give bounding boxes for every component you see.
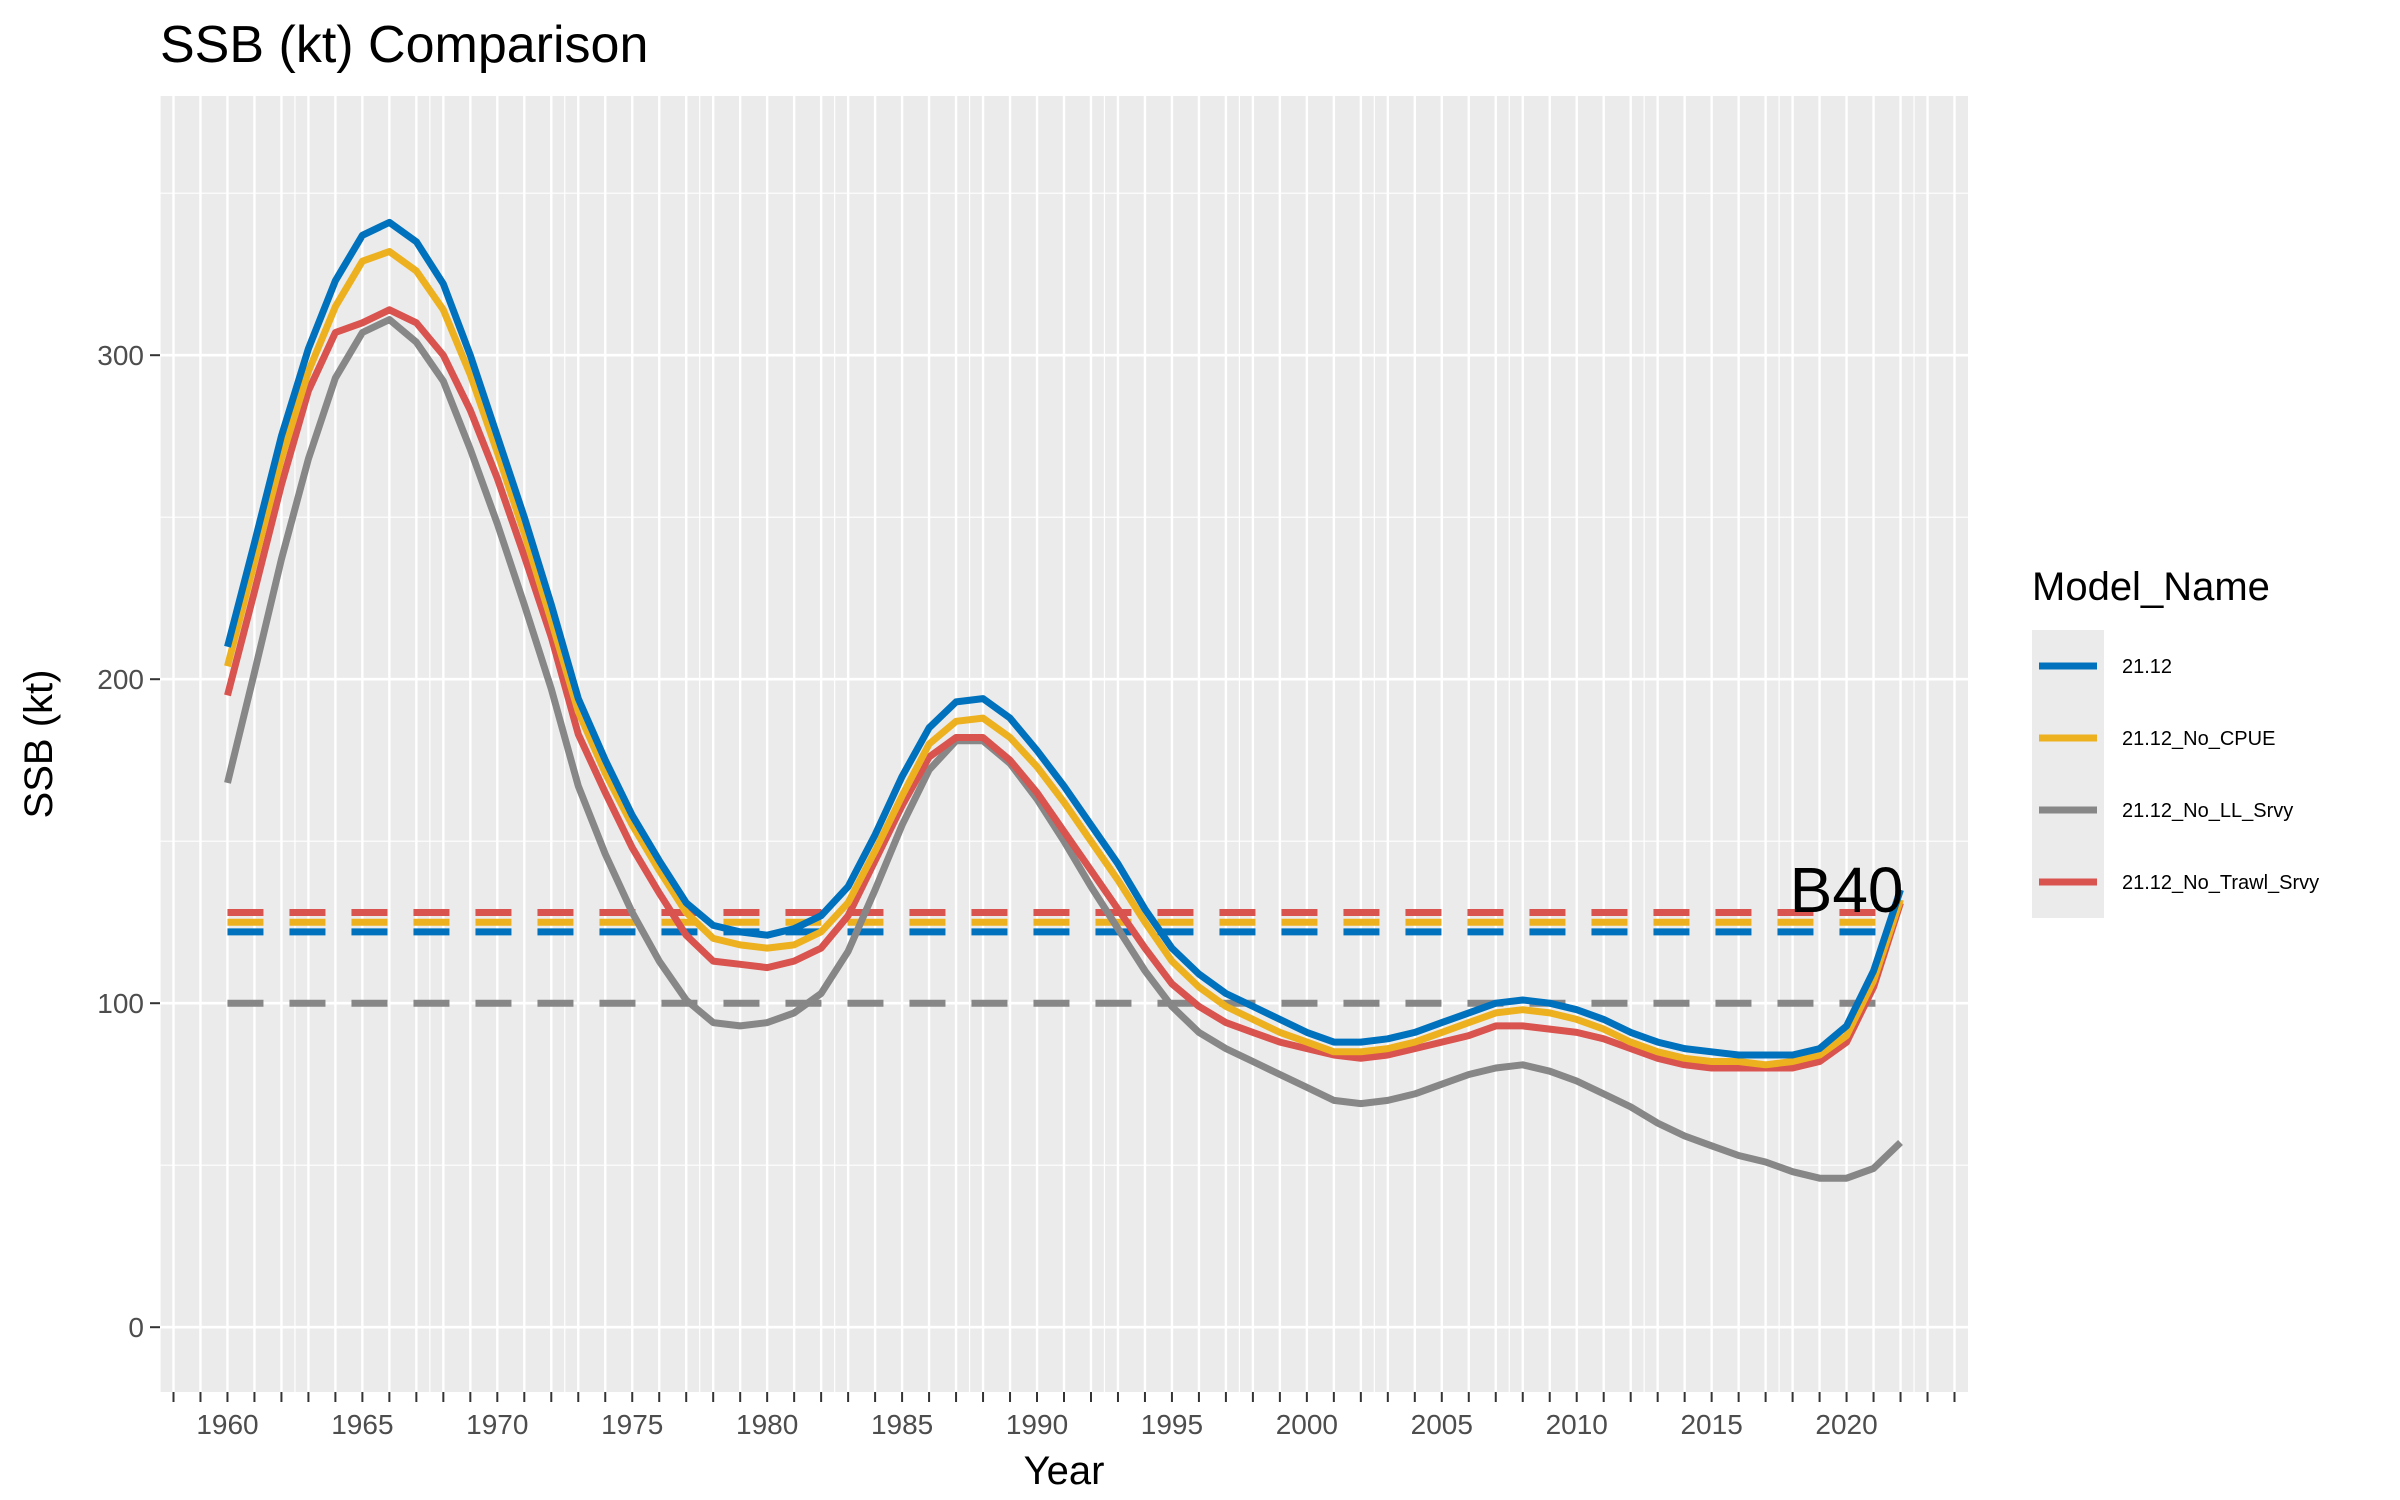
x-tick-label: 1960: [196, 1409, 258, 1440]
series-lines: [224, 218, 1904, 1182]
y-tick-label: 300: [97, 340, 144, 371]
legend-title: Model_Name: [2032, 565, 2270, 609]
series-line: [224, 218, 1904, 1059]
x-tick-label: 2010: [1546, 1409, 1608, 1440]
legend-label: 21.12: [2122, 656, 2172, 678]
x-tick-label: 1995: [1141, 1409, 1203, 1440]
x-tick-label: 1990: [1006, 1409, 1068, 1440]
x-axis-title: Year: [1024, 1449, 1105, 1493]
x-tick-label: 2000: [1276, 1409, 1338, 1440]
x-tick-label: 1980: [736, 1409, 798, 1440]
y-axis: 0 100 200 300: [97, 340, 160, 1343]
legend-label: 21.12_No_LL_Srvy: [2122, 800, 2293, 822]
legend-items: 21.12 21.12_No_CPUE 21.12_No_LL_Srvy 21.12_…: [2032, 630, 2319, 918]
x-axis: 1960 1965 1970 1975 1980 1985 1990 1995 2000 2005…: [172, 1392, 1956, 1440]
y-axis-title: SSB (kt): [17, 670, 61, 819]
series-line: [224, 306, 1904, 1072]
series-line: [224, 316, 1903, 1182]
x-tick-label: 1975: [601, 1409, 663, 1440]
chart-title: SSB (kt) Comparison: [160, 16, 648, 74]
x-tick-label: 1965: [331, 1409, 393, 1440]
x-tick-label: 2020: [1815, 1409, 1877, 1440]
x-tick-label: 2005: [1411, 1409, 1473, 1440]
x-tick-label: 1985: [871, 1409, 933, 1440]
legend-label: 21.12_No_CPUE: [2122, 728, 2275, 750]
b40-reference-lines: [227, 908, 1901, 1007]
legend: Model_Name 21.12 21.12_No_CPUE 21.12_No_LL…: [2032, 565, 2319, 918]
x-tick-label: 1970: [466, 1409, 528, 1440]
y-tick-label: 100: [97, 988, 144, 1019]
y-tick-label: 200: [97, 664, 144, 695]
series-line: [224, 248, 1904, 1069]
x-tick-label: 2015: [1680, 1409, 1742, 1440]
y-tick-label: 0: [128, 1312, 144, 1343]
legend-label: 21.12_No_Trawl_Srvy: [2122, 872, 2319, 894]
b40-annotation: B40: [1790, 854, 1904, 926]
